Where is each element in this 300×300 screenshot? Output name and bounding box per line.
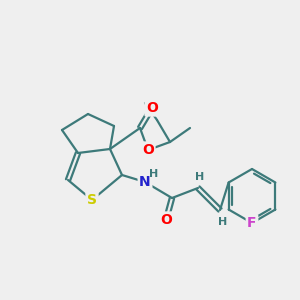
Text: O: O <box>142 143 154 157</box>
Text: H: H <box>195 172 205 182</box>
Text: F: F <box>247 216 257 230</box>
Text: O: O <box>146 101 158 115</box>
Text: H: H <box>149 169 159 179</box>
Text: H: H <box>218 217 228 227</box>
Text: S: S <box>87 193 97 207</box>
Text: N: N <box>139 175 151 189</box>
Text: O: O <box>160 213 172 227</box>
